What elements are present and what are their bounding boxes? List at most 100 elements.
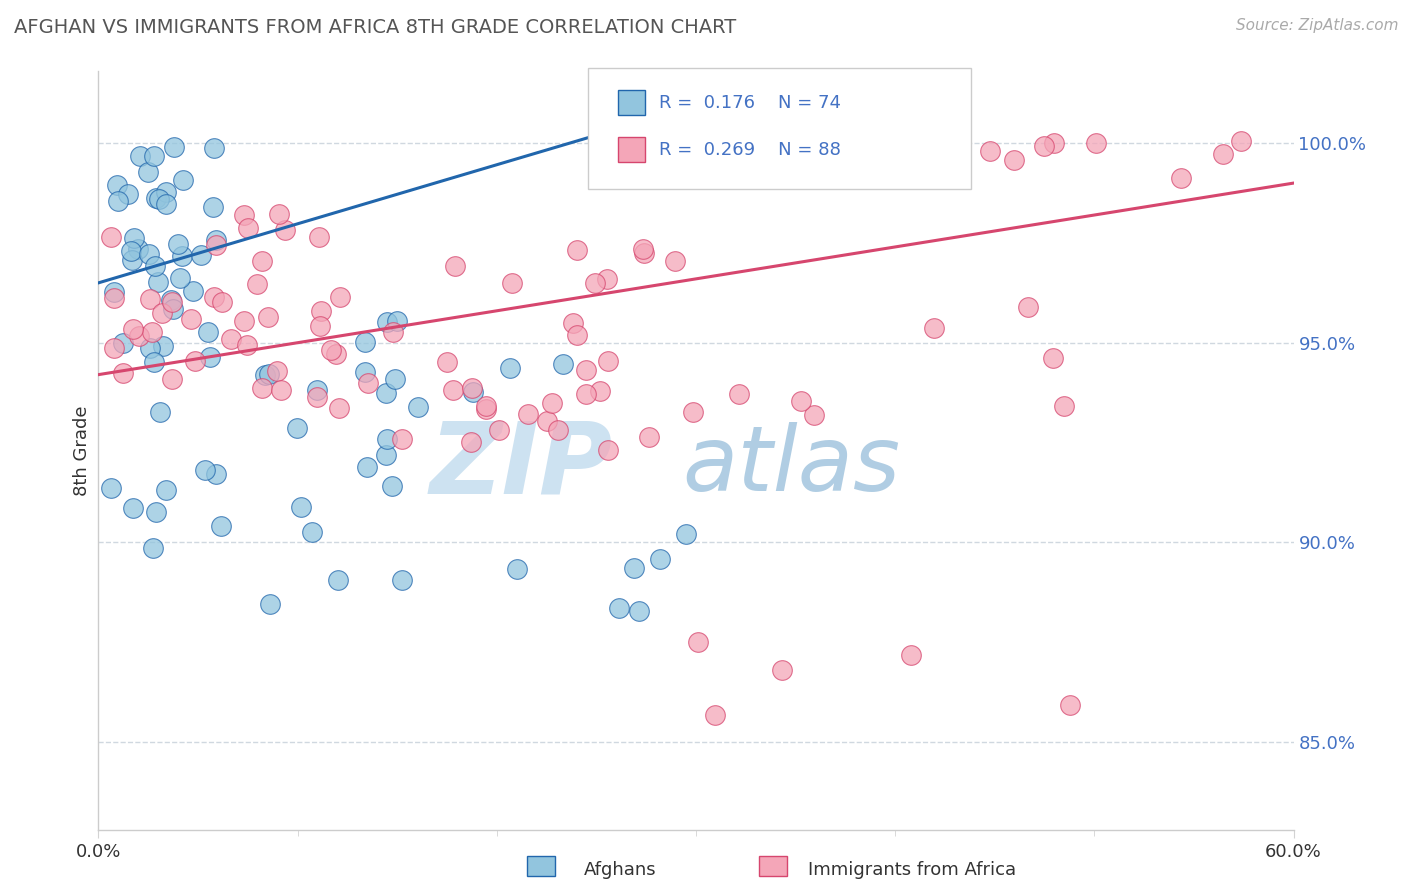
- Point: [150, 305, 173, 319]
- Point: [633, 245, 655, 260]
- Point: [375, 448, 398, 462]
- Point: [475, 399, 498, 413]
- Point: [1085, 136, 1108, 151]
- Point: [1052, 399, 1074, 413]
- Point: [598, 354, 620, 368]
- Point: [211, 294, 233, 309]
- Point: [326, 573, 349, 587]
- Point: [575, 363, 598, 377]
- Text: Source: ZipAtlas.com: Source: ZipAtlas.com: [1236, 18, 1399, 33]
- Point: [160, 295, 183, 310]
- Point: [1043, 136, 1066, 150]
- Point: [103, 291, 125, 305]
- Point: [900, 648, 922, 662]
- Point: [803, 408, 825, 422]
- Point: [391, 573, 413, 587]
- Point: [100, 230, 122, 244]
- Point: [536, 414, 558, 428]
- Point: [979, 145, 1001, 159]
- Point: [200, 350, 222, 364]
- Point: [103, 342, 125, 356]
- Point: [107, 194, 129, 209]
- Point: [1230, 134, 1253, 148]
- Point: [111, 366, 134, 380]
- Point: [160, 293, 183, 307]
- Point: [499, 360, 522, 375]
- Point: [129, 149, 152, 163]
- Point: [155, 483, 177, 497]
- Point: [139, 341, 162, 355]
- Point: [205, 238, 228, 252]
- Point: [309, 304, 332, 318]
- Point: [152, 339, 174, 353]
- Point: [127, 242, 149, 256]
- Point: [180, 312, 202, 326]
- Point: [682, 405, 704, 419]
- Point: [475, 402, 498, 417]
- Point: [266, 363, 288, 377]
- Point: [385, 314, 408, 328]
- Point: [202, 200, 225, 214]
- Point: [204, 233, 226, 247]
- Point: [541, 396, 564, 410]
- Text: Afghans: Afghans: [583, 861, 657, 879]
- Point: [142, 541, 165, 556]
- FancyBboxPatch shape: [589, 68, 972, 189]
- Point: [1017, 300, 1039, 314]
- Point: [141, 325, 163, 339]
- Point: [184, 354, 207, 368]
- Point: [219, 332, 242, 346]
- Point: [406, 400, 429, 414]
- Point: [596, 272, 619, 286]
- Point: [375, 386, 398, 401]
- Point: [463, 385, 485, 400]
- Text: R =  0.269    N = 88: R = 0.269 N = 88: [659, 141, 841, 159]
- Point: [505, 562, 527, 576]
- Point: [547, 424, 569, 438]
- Point: [103, 285, 125, 300]
- Point: [329, 290, 352, 304]
- Point: [259, 598, 281, 612]
- Point: [567, 243, 589, 257]
- Point: [122, 231, 145, 245]
- Point: [252, 381, 274, 395]
- Point: [211, 519, 233, 533]
- Point: [162, 302, 184, 317]
- Point: [488, 423, 510, 437]
- Point: [444, 259, 467, 273]
- Point: [155, 197, 177, 211]
- Point: [1170, 171, 1192, 186]
- Point: [232, 208, 254, 222]
- Point: [583, 276, 606, 290]
- Point: [381, 478, 404, 492]
- Point: [257, 367, 280, 381]
- Point: [598, 442, 620, 457]
- Point: [128, 329, 150, 343]
- Point: [120, 244, 142, 258]
- Point: [253, 368, 276, 382]
- Point: [163, 139, 186, 153]
- Text: Immigrants from Africa: Immigrants from Africa: [808, 861, 1017, 879]
- Point: [111, 335, 134, 350]
- Point: [155, 185, 177, 199]
- Point: [138, 247, 160, 261]
- Point: [232, 313, 254, 327]
- Point: [142, 149, 165, 163]
- Point: [627, 604, 650, 618]
- Bar: [619, 137, 644, 162]
- Point: [460, 435, 482, 450]
- Point: [205, 467, 228, 482]
- Point: [384, 372, 406, 386]
- Point: [270, 384, 292, 398]
- Point: [148, 192, 170, 206]
- Point: [146, 276, 169, 290]
- Y-axis label: 8th Grade: 8th Grade: [73, 405, 91, 496]
- Point: [121, 501, 143, 516]
- Point: [274, 223, 297, 237]
- Point: [105, 178, 128, 193]
- Point: [100, 481, 122, 495]
- Point: [377, 315, 399, 329]
- Point: [381, 325, 404, 339]
- Point: [728, 386, 751, 401]
- Point: [609, 600, 631, 615]
